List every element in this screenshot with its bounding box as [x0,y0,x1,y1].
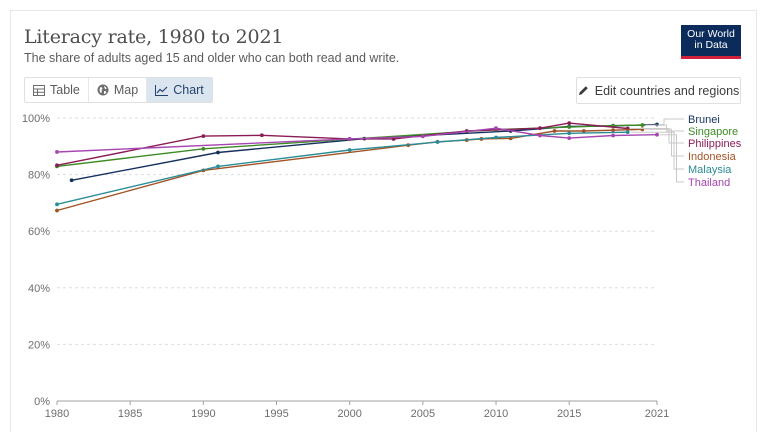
data-point-malaysia [567,131,572,136]
view-tabs: Table Map Chart [24,77,213,103]
data-point-thailand [655,132,659,137]
data-point-indonesia [508,136,513,141]
data-point-thailand [567,136,572,140]
legend-connector [660,134,684,183]
tab-chart[interactable]: Chart [146,78,212,102]
edit-countries-button[interactable]: Edit countries and regions [576,77,741,104]
data-point-philippines [55,163,59,168]
series-line-indonesia [56,128,643,212]
globe-icon [97,84,109,96]
data-point-singapore [640,123,645,127]
tab-map-label: Map [113,83,139,97]
y-tick-label: 100% [22,113,50,125]
data-point-indonesia [581,129,586,133]
x-tick-label: 2021 [645,408,669,420]
legend-label-philippines: Philippines [688,138,742,150]
logo-line-2: in Data [694,39,728,51]
data-point-indonesia [55,208,59,213]
data-point-thailand [494,126,498,131]
legend-label-malaysia: Malaysia [688,164,732,176]
data-point-thailand [55,150,59,154]
series-line-thailand [56,127,658,153]
data-point-brunei [69,178,74,183]
x-tick-label: 1995 [264,408,288,420]
data-point-indonesia [552,129,557,133]
x-tick-label: 2000 [337,408,361,420]
data-point-indonesia [640,127,645,132]
data-point-singapore [567,125,572,129]
data-point-malaysia [494,135,498,140]
x-tick-label: 2015 [557,408,581,420]
data-point-thailand [347,137,352,141]
y-tick-label: 80% [28,170,50,182]
table-icon [33,84,45,96]
y-tick-label: 60% [28,226,50,238]
data-point-malaysia [216,164,220,169]
y-tick-label: 0% [34,396,50,408]
tab-map[interactable]: Map [87,78,146,102]
data-point-malaysia [347,148,352,152]
legend-connector [630,131,684,170]
x-tick-label: 1990 [191,408,215,420]
x-tick-label: 2010 [484,408,508,420]
data-point-brunei [655,122,659,127]
data-point-thailand [611,133,615,138]
line-chart-icon [155,84,169,96]
chart-title: Literacy rate, 1980 to 2021 [24,26,284,48]
data-point-brunei [216,150,220,155]
legend-label-brunei: Brunei [688,114,720,126]
tab-table-label: Table [50,83,80,97]
data-point-thailand [538,133,542,138]
legend-label-thailand: Thailand [688,177,730,189]
data-point-philippines [201,134,206,139]
legend-label-indonesia: Indonesia [688,151,737,163]
owid-logo[interactable]: Our World in Data [681,25,741,59]
series-line-philippines [56,122,628,166]
x-tick-label: 1980 [45,408,69,420]
chart-subtitle: The share of adults aged 15 and older wh… [24,51,400,65]
x-tick-label: 1985 [118,408,142,420]
x-tick-label: 2005 [411,408,435,420]
data-point-indonesia [611,128,615,133]
data-point-philippines [567,121,572,125]
legend-connector [660,118,684,125]
logo-line-1: Our World [687,28,735,40]
data-point-malaysia [55,202,59,207]
edit-countries-label: Edit countries and regions [594,83,740,98]
data-point-thailand [420,134,425,139]
y-tick-label: 40% [28,283,50,295]
tab-chart-label: Chart [173,83,204,97]
data-point-singapore [201,146,206,151]
legend-label-singapore: Singapore [688,126,738,138]
y-tick-label: 20% [28,339,50,351]
pencil-icon [578,86,588,95]
data-point-philippines [538,126,542,131]
legend-connector [645,128,684,157]
data-point-malaysia [625,130,630,135]
tab-table[interactable]: Table [25,78,88,102]
chart-card [10,10,757,432]
data-point-malaysia [435,140,440,144]
series-line-malaysia [56,131,628,205]
data-point-philippines [259,133,264,138]
